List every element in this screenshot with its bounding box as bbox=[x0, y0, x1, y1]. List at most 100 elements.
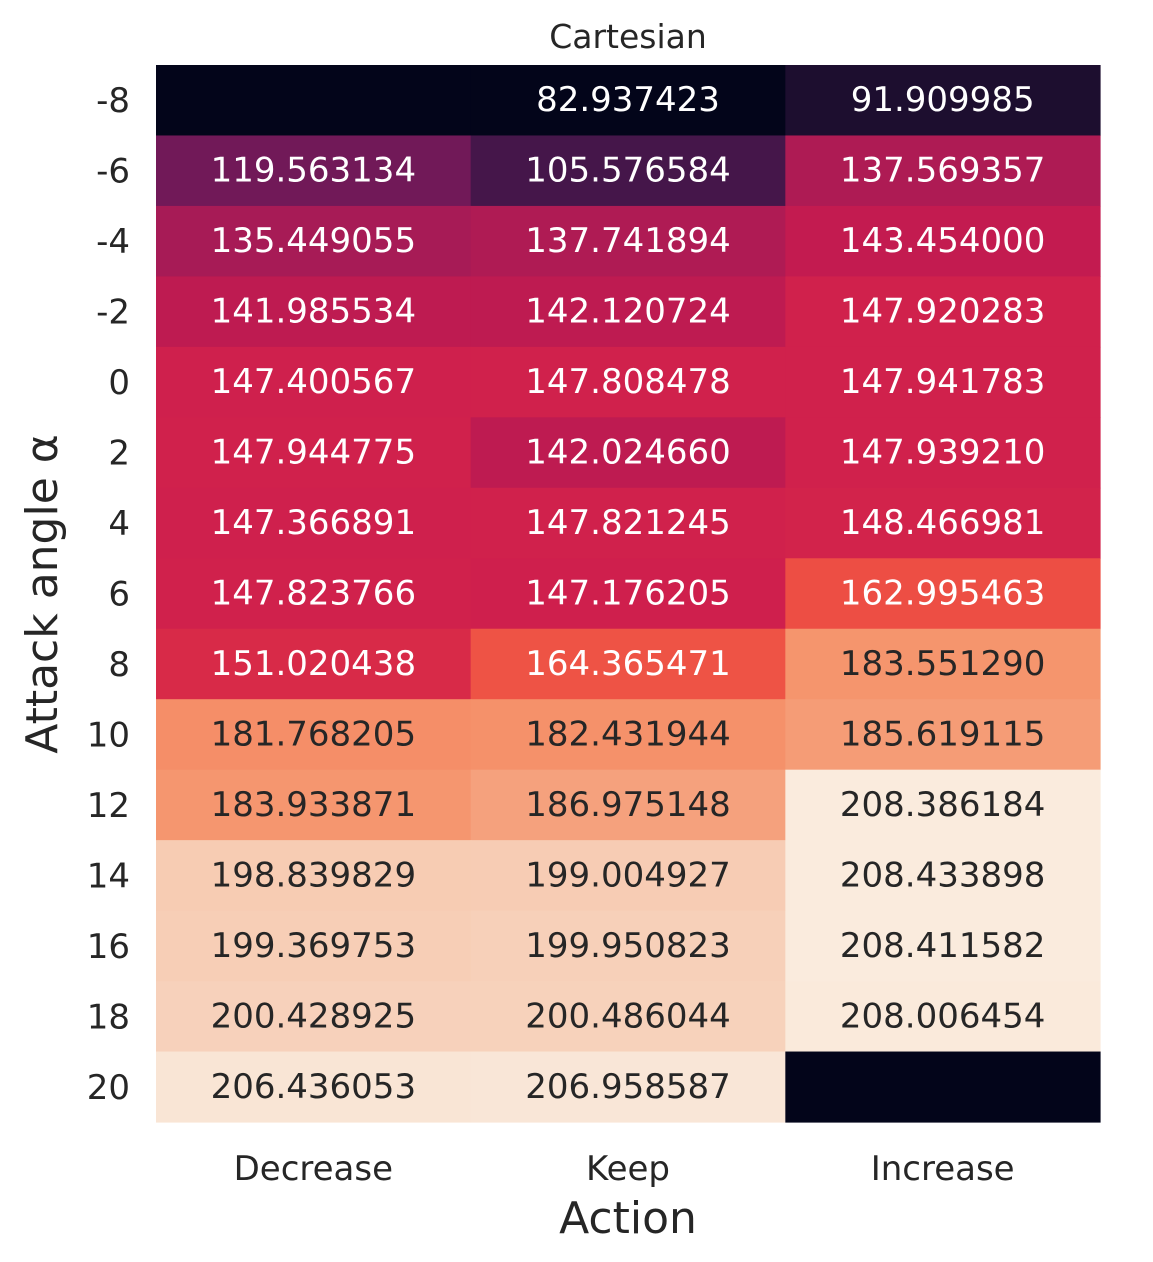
heatmap-cell-label: 137.569357 bbox=[840, 151, 1046, 191]
heatmap-cell bbox=[785, 1051, 1101, 1123]
heatmap-cell-label: 208.411582 bbox=[840, 926, 1046, 966]
y-tick-label: 14 bbox=[87, 856, 130, 896]
heatmap-cells bbox=[156, 65, 1101, 1123]
x-axis-title: Action bbox=[559, 1193, 697, 1244]
y-axis-title: Attack angle α bbox=[17, 434, 68, 754]
heatmap-cell bbox=[785, 417, 1101, 489]
heatmap-cell bbox=[156, 910, 472, 982]
y-tick-label: -8 bbox=[96, 81, 130, 121]
heatmap-cell bbox=[156, 628, 472, 700]
heatmap-cell bbox=[470, 417, 786, 489]
heatmap-cell bbox=[470, 981, 786, 1053]
y-tick-label: 4 bbox=[108, 504, 130, 544]
heatmap-cell-label: 183.933871 bbox=[211, 785, 417, 825]
heatmap-cell-label: 119.563134 bbox=[211, 151, 417, 191]
y-tick-label: 18 bbox=[87, 997, 130, 1037]
heatmap-cell bbox=[785, 135, 1101, 207]
heatmap-cell bbox=[156, 276, 472, 348]
heatmap-cell-label: 147.808478 bbox=[525, 362, 731, 402]
heatmap-cell-label: 164.365471 bbox=[525, 644, 731, 684]
heatmap-cell-label: 147.400567 bbox=[211, 362, 417, 402]
x-tick-label: Decrease bbox=[234, 1149, 393, 1189]
heatmap-cell-label: 147.944775 bbox=[211, 433, 417, 473]
heatmap-cell bbox=[785, 910, 1101, 982]
y-tick-label: 0 bbox=[108, 363, 130, 403]
heatmap-cell bbox=[785, 699, 1101, 771]
heatmap-cell bbox=[470, 276, 786, 348]
heatmap-cell bbox=[785, 628, 1101, 700]
y-tick-label: 20 bbox=[87, 1068, 130, 1108]
heatmap-cell-label: 185.619115 bbox=[840, 714, 1046, 754]
heatmap-cell bbox=[156, 769, 472, 841]
heatmap-cell-label: 199.950823 bbox=[525, 926, 731, 966]
heatmap-cell bbox=[785, 276, 1101, 348]
heatmap-cell-label: 147.821245 bbox=[525, 503, 731, 543]
heatmap-cell-label: 199.004927 bbox=[525, 855, 731, 895]
heatmap-cell bbox=[156, 346, 472, 418]
heatmap-cell bbox=[156, 205, 472, 277]
heatmap-cell-labels: 82.937423 91.909985 119.563134 105.576584 13… bbox=[211, 80, 1046, 1107]
heatmap-cell bbox=[470, 628, 786, 700]
heatmap-cell-label: 151.020438 bbox=[211, 644, 417, 684]
heatmap-cell-label: 143.454000 bbox=[840, 221, 1046, 261]
heatmap-cell bbox=[156, 981, 472, 1053]
y-tick-label: 6 bbox=[108, 575, 130, 615]
x-tick-label: Increase bbox=[871, 1149, 1015, 1189]
heatmap-cell-label: 183.551290 bbox=[840, 644, 1046, 684]
heatmap-cell bbox=[470, 65, 786, 137]
heatmap-cell-label: 137.741894 bbox=[525, 221, 731, 261]
heatmap-cell bbox=[470, 205, 786, 277]
heatmap-cell-label: 91.909985 bbox=[851, 80, 1035, 120]
heatmap-cell-label: 147.366891 bbox=[211, 503, 417, 543]
heatmap-cell-label: 147.941783 bbox=[840, 362, 1046, 402]
heatmap-cell-label: 141.985534 bbox=[211, 292, 417, 332]
heatmap-cell-label: 200.428925 bbox=[211, 996, 417, 1036]
heatmap-cell-label: 199.369753 bbox=[211, 926, 417, 966]
y-tick-labels: -8 -6 -4 -2 0 2 4 6 8 10 12 14 16 18 20 bbox=[87, 81, 130, 1108]
y-tick-label: -2 bbox=[96, 293, 130, 333]
heatmap-cell bbox=[470, 487, 786, 559]
heatmap-cell-label: 198.839829 bbox=[211, 855, 417, 895]
heatmap-cell-label: 105.576584 bbox=[525, 151, 731, 191]
y-tick-label: -4 bbox=[96, 222, 130, 262]
heatmap-cell-label: 82.937423 bbox=[536, 80, 720, 120]
heatmap-cell bbox=[470, 1051, 786, 1123]
heatmap-cell bbox=[156, 699, 472, 771]
heatmap-cell-label: 147.176205 bbox=[525, 574, 731, 614]
heatmap-cell bbox=[470, 840, 786, 912]
heatmap-cell bbox=[470, 558, 786, 630]
y-tick-label: 16 bbox=[87, 927, 130, 967]
heatmap-cell-label: 147.920283 bbox=[840, 292, 1046, 332]
x-tick-label: Keep bbox=[586, 1149, 670, 1189]
heatmap-cell-label: 206.958587 bbox=[525, 1067, 731, 1107]
x-tick-labels: Decrease Keep Increase bbox=[234, 1149, 1015, 1189]
heatmap-cell bbox=[156, 840, 472, 912]
heatmap-cell bbox=[156, 417, 472, 489]
heatmap-cell bbox=[470, 346, 786, 418]
heatmap-cell-label: 182.431944 bbox=[525, 714, 731, 754]
chart-title: Cartesian bbox=[549, 17, 707, 56]
heatmap-cell bbox=[470, 135, 786, 207]
heatmap-cell-label: 186.975148 bbox=[525, 785, 731, 825]
heatmap-cell bbox=[470, 769, 786, 841]
heatmap-cell-label: 208.386184 bbox=[840, 785, 1046, 825]
heatmap-cell bbox=[785, 840, 1101, 912]
heatmap-cell bbox=[470, 699, 786, 771]
y-tick-label: 10 bbox=[87, 715, 130, 755]
heatmap-cell bbox=[156, 487, 472, 559]
heatmap-cell-label: 135.449055 bbox=[211, 221, 417, 261]
heatmap-cell-label: 208.006454 bbox=[840, 996, 1046, 1036]
heatmap-cell-label: 147.939210 bbox=[840, 433, 1046, 473]
y-tick-label: 8 bbox=[108, 645, 130, 685]
heatmap-cell bbox=[470, 910, 786, 982]
heatmap-cell-label: 162.995463 bbox=[840, 574, 1046, 614]
heatmap-cell bbox=[785, 346, 1101, 418]
heatmap-cell bbox=[156, 135, 472, 207]
heatmap-cell-label: 142.120724 bbox=[525, 292, 731, 332]
heatmap-cell-label: 181.768205 bbox=[211, 714, 417, 754]
heatmap-cell bbox=[785, 769, 1101, 841]
heatmap-cell-label: 200.486044 bbox=[525, 996, 731, 1036]
heatmap-cell-label: 206.436053 bbox=[211, 1067, 417, 1107]
